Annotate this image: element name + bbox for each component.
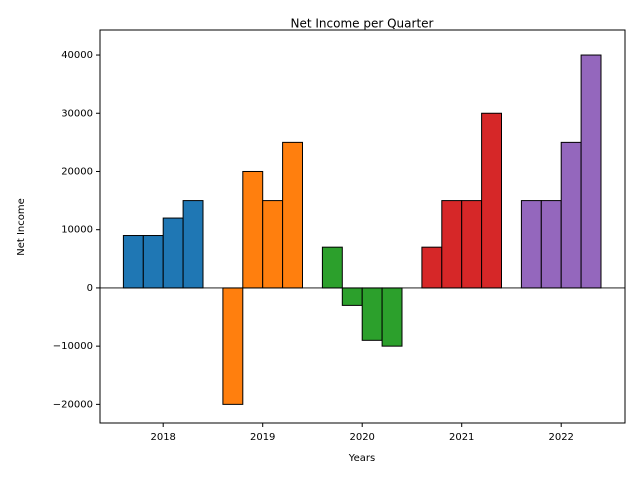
x-tick-label: 2019	[250, 432, 275, 443]
bar	[520, 200, 542, 289]
x-tick-label: 2022	[548, 432, 573, 443]
bar	[481, 112, 503, 289]
y-tick-label: 10000	[61, 225, 93, 236]
bar	[242, 170, 264, 289]
y-axis-label: Net Income	[16, 198, 27, 256]
y-tick-label: 20000	[61, 166, 93, 177]
x-axis-label: Years	[348, 453, 375, 464]
bar	[341, 287, 363, 306]
x-tick-label: 2018	[150, 432, 175, 443]
bar	[361, 287, 383, 341]
bar	[122, 235, 144, 289]
bar	[182, 200, 204, 289]
y-tick-label: 30000	[61, 108, 93, 119]
bar	[142, 235, 164, 289]
bar	[441, 200, 463, 289]
bar	[381, 287, 403, 347]
chart-title: Net Income per Quarter	[291, 17, 434, 31]
y-tick-label: −10000	[53, 341, 93, 352]
bar	[321, 246, 343, 289]
x-tick-label: 2021	[449, 432, 474, 443]
x-tick-label: 2020	[349, 432, 374, 443]
bar	[580, 54, 602, 289]
y-tick-label: −20000	[53, 399, 93, 410]
y-tick-label: 0	[87, 283, 93, 294]
bar	[162, 217, 184, 289]
plot-frame	[99, 29, 626, 424]
y-tick-label: 40000	[61, 50, 93, 61]
bar	[461, 200, 483, 289]
bar	[560, 141, 582, 289]
bar	[282, 141, 304, 289]
bar	[540, 200, 562, 289]
bar	[222, 287, 244, 405]
bar	[262, 200, 284, 289]
bar	[421, 246, 443, 289]
